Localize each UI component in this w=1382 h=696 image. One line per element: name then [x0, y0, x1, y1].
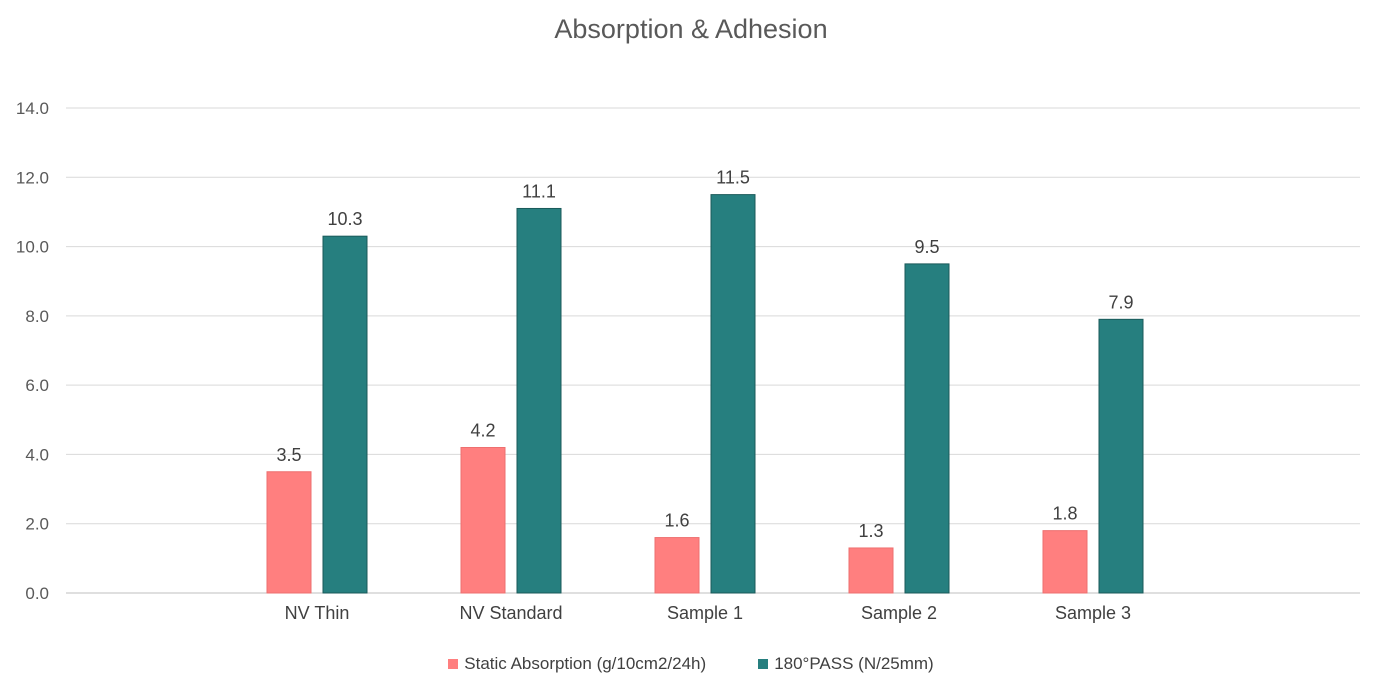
legend-item-static-absorption[interactable]: Static Absorption (g/10cm2/24h) — [448, 654, 706, 674]
y-tick-label: 0.0 — [25, 584, 49, 603]
x-tick-label: NV Thin — [285, 603, 350, 623]
chart-title: Absorption & Adhesion — [554, 14, 828, 44]
data-label: 3.5 — [276, 445, 301, 465]
bar — [1042, 530, 1088, 594]
legend-label: Static Absorption (g/10cm2/24h) — [464, 654, 707, 673]
y-tick-label: 4.0 — [25, 445, 49, 464]
data-label: 1.8 — [1052, 504, 1077, 524]
legend-swatch — [758, 659, 769, 669]
y-tick-label: 6.0 — [25, 376, 49, 395]
bar — [516, 207, 562, 594]
data-label: 4.2 — [470, 421, 495, 441]
y-tick-label: 10.0 — [16, 238, 49, 257]
legend-label: 180°PASS (N/25mm) — [774, 654, 934, 673]
x-tick-label: Sample 3 — [1055, 603, 1131, 623]
legend-swatch — [448, 659, 459, 669]
data-label: 7.9 — [1108, 292, 1133, 312]
bar — [460, 447, 506, 594]
bar — [1098, 318, 1144, 594]
bars — [266, 194, 1144, 594]
y-tick-label: 14.0 — [16, 99, 49, 118]
bar — [322, 235, 368, 594]
data-label: 11.5 — [716, 168, 750, 188]
data-label: 10.3 — [327, 209, 362, 229]
data-labels: 3.5 10.3 4.2 11.1 1.6 11.5 1.3 9.5 1.8 7.9 — [276, 168, 1133, 541]
x-axis-ticks: NV Thin NV Standard Sample 1 Sample 2 Sample… — [285, 603, 1131, 623]
x-tick-label: Sample 1 — [667, 603, 743, 623]
bar — [710, 194, 756, 594]
bar — [266, 471, 312, 594]
bar — [654, 537, 700, 594]
bar — [848, 547, 894, 594]
y-tick-label: 2.0 — [25, 515, 49, 534]
legend-item-180-pass[interactable]: 180°PASS (N/25mm) — [758, 654, 934, 674]
y-tick-label: 8.0 — [25, 307, 49, 326]
y-tick-label: 12.0 — [16, 168, 49, 187]
data-label: 9.5 — [914, 237, 939, 257]
data-label: 1.6 — [664, 511, 689, 531]
data-label: 11.1 — [522, 181, 556, 201]
legend: Static Absorption (g/10cm2/24h) 180°PASS… — [0, 654, 1382, 674]
bar — [904, 263, 950, 594]
x-tick-label: NV Standard — [459, 603, 562, 623]
x-tick-label: Sample 2 — [861, 603, 937, 623]
y-axis-ticks: 0.0 2.0 4.0 6.0 8.0 10.0 12.0 14.0 — [16, 99, 49, 603]
data-label: 1.3 — [858, 521, 883, 541]
